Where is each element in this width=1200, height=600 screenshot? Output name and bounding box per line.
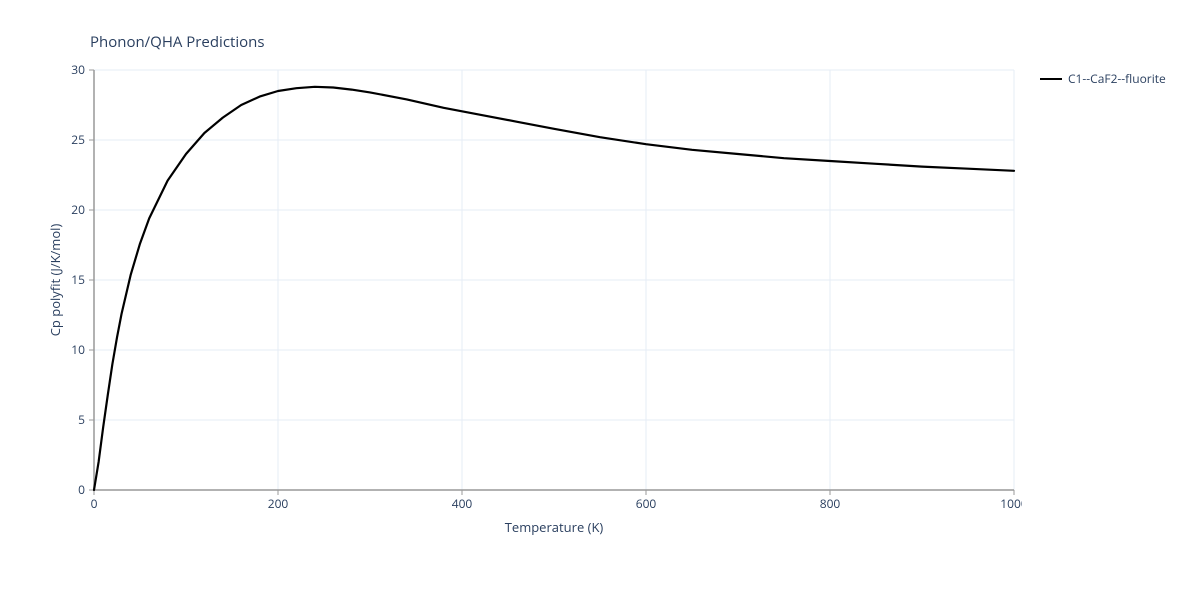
legend-item-0[interactable]: C1--CaF2--fluorite <box>1040 70 1166 87</box>
y-tick-label: 5 <box>78 411 85 428</box>
plot-svg: 0 200 400 600 800 1000 0 5 10 15 20 25 30 Temperature… <box>48 60 1022 540</box>
y-tick-label: 25 <box>71 131 85 148</box>
x-tick-label: 600 <box>636 495 657 512</box>
x-tick-label: 400 <box>452 495 473 512</box>
legend: C1--CaF2--fluorite <box>1040 70 1166 87</box>
chart-title: Phonon/QHA Predictions <box>90 32 265 52</box>
y-tick-label: 15 <box>71 271 85 288</box>
y-tick-label: 30 <box>71 61 85 78</box>
y-axis-label: Cp polyfit (J/K/mol) <box>48 224 64 337</box>
x-tick-label: 200 <box>268 495 289 512</box>
x-tick-label: 0 <box>91 495 98 512</box>
y-tick-label: 20 <box>71 201 85 218</box>
x-axis-label: Temperature (K) <box>505 518 604 536</box>
y-tick-label: 0 <box>78 481 85 498</box>
chart-container: Phonon/QHA Predictions 02004006008001000… <box>0 0 1200 600</box>
legend-label: C1--CaF2--fluorite <box>1068 70 1166 87</box>
series-line-0[interactable] <box>94 87 1014 490</box>
x-tick-label: 1000 <box>1000 495 1022 512</box>
y-tick-label: 10 <box>71 341 85 358</box>
legend-swatch-icon <box>1040 78 1062 80</box>
x-tick-label: 800 <box>820 495 841 512</box>
